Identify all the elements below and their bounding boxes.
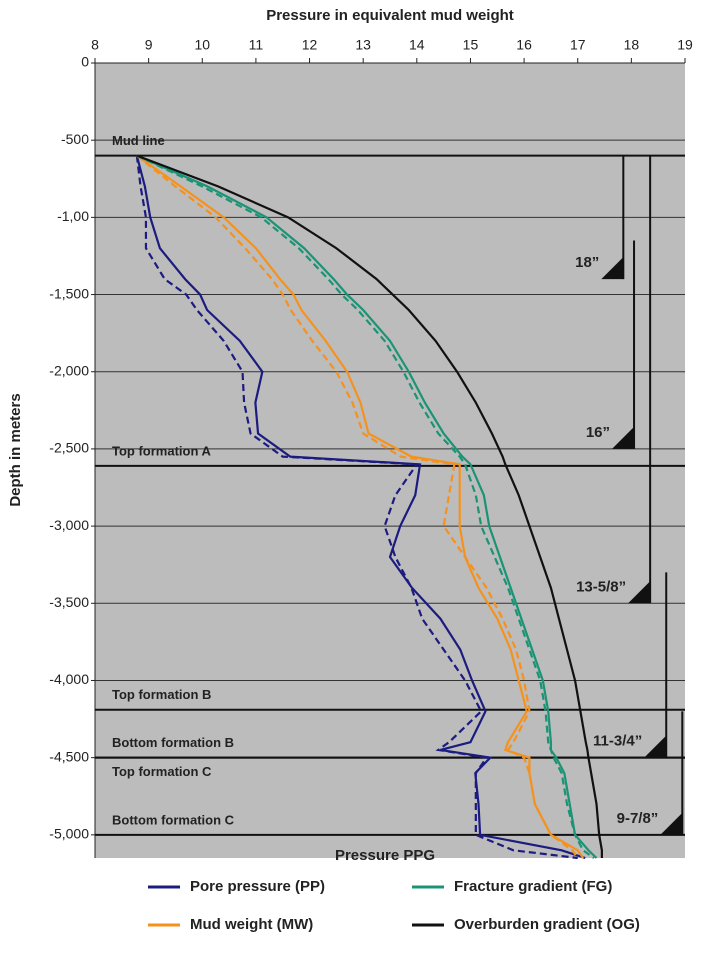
x-tick-label: 16 <box>516 37 532 53</box>
x-tick-label: 17 <box>570 37 586 53</box>
series-line <box>136 154 603 858</box>
x-tick-label: 8 <box>91 37 99 53</box>
horizon-label: Top formation B <box>112 687 211 702</box>
y-tick-label: -1,500 <box>49 285 89 301</box>
legend-label: Fracture gradient (FG) <box>454 878 612 895</box>
x-tick-label: 13 <box>355 37 371 53</box>
horizon-label: Top formation C <box>112 764 212 779</box>
y-tick-label: -500 <box>61 131 89 147</box>
x-tick-label: 14 <box>409 37 425 53</box>
casing-label: 13-5/8” <box>576 578 626 595</box>
legend-label: Overburden gradient (OG) <box>454 916 640 933</box>
casing-shoe <box>644 735 667 758</box>
y-tick-label: -3,000 <box>49 517 89 533</box>
x-tick-label: 15 <box>463 37 479 53</box>
horizon-label: Top formation A <box>112 443 212 458</box>
y-tick-label: -3,500 <box>49 594 89 610</box>
y-axis-label: Depth in meters <box>7 393 24 506</box>
casing-label: 9-7/8” <box>617 810 659 827</box>
chart-title: Pressure in equivalent mud weight <box>266 7 514 24</box>
horizon-label: Bottom formation B <box>112 735 234 750</box>
legend-label: Pore pressure (PP) <box>190 878 325 895</box>
horizon-label: Mud line <box>112 133 165 148</box>
casing-label: 18” <box>575 254 599 271</box>
y-tick-label: -4,000 <box>49 671 89 687</box>
x-tick-label: 10 <box>194 37 210 53</box>
casing-shoe <box>612 426 635 449</box>
x-tick-label: 19 <box>677 37 693 53</box>
casing-label: 11-3/4” <box>593 733 642 750</box>
x-tick-label: 9 <box>145 37 153 53</box>
x-tick-label: 12 <box>302 37 318 53</box>
casing-label: 16” <box>586 424 610 441</box>
casing-shoe <box>628 581 651 604</box>
y-tick-label: -2,500 <box>49 440 89 456</box>
x-tick-label: 11 <box>249 37 264 53</box>
series-line <box>135 155 586 860</box>
casing-shoe <box>660 812 683 835</box>
series-line-dashed <box>136 154 595 859</box>
x-axis-label: Pressure PPG <box>335 847 435 864</box>
y-tick-label: 0 <box>81 54 89 70</box>
y-tick-label: -2,000 <box>49 362 89 378</box>
legend-label: Mud weight (MW) <box>190 916 313 933</box>
series-line-dashed <box>135 155 578 860</box>
x-tick-label: 18 <box>624 37 640 53</box>
y-tick-label: -5,000 <box>49 826 89 842</box>
y-tick-label: -4,500 <box>49 748 89 764</box>
horizon-label: Bottom formation C <box>112 812 235 827</box>
casing-shoe <box>601 257 624 280</box>
series-line <box>136 154 598 859</box>
y-tick-label: -1,00 <box>57 208 89 224</box>
series-line <box>136 154 584 859</box>
